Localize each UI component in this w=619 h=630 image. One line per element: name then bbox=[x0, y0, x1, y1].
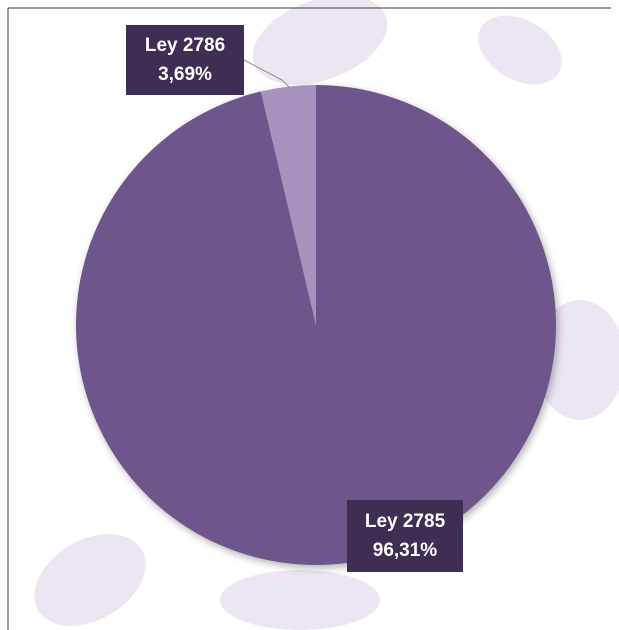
label-category: Ley 2786 bbox=[145, 35, 225, 56]
label-box bbox=[126, 25, 244, 95]
leader-line bbox=[243, 59, 291, 89]
data-labels: Ley 2785 96,31% Ley 2786 3,69% bbox=[126, 25, 463, 572]
label-category: Ley 2785 bbox=[365, 511, 446, 532]
pie bbox=[75, 85, 557, 565]
pie-slice bbox=[260, 85, 316, 325]
label-value: 3,69% bbox=[158, 64, 212, 85]
background-decoration bbox=[34, 0, 619, 630]
label-box bbox=[347, 500, 463, 572]
label-value: 96,31% bbox=[373, 540, 438, 561]
